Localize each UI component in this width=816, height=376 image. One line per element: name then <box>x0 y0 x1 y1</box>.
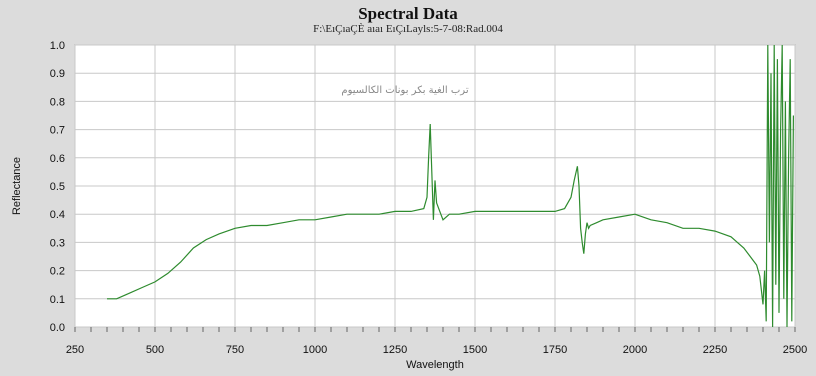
x-tick-label: 1000 <box>303 344 327 356</box>
chart-subtitle: F:\EıÇıaÇÈ aıaı EıÇıLayls:5-7-08:Rad.004 <box>313 23 503 35</box>
x-tick-label: 2500 <box>783 344 807 356</box>
reflectance-series-line <box>107 44 795 328</box>
x-tick-label: 1750 <box>543 344 567 356</box>
y-tick-label: 0.9 <box>50 68 65 80</box>
y-tick-label: 0.0 <box>50 322 65 334</box>
y-tick-label: 0.4 <box>50 209 65 221</box>
y-tick-label: 0.1 <box>50 294 65 306</box>
x-tick-label: 1250 <box>383 344 407 356</box>
y-tick-label: 0.8 <box>50 96 65 108</box>
x-tick-label: 2250 <box>703 344 727 356</box>
y-tick-label: 0.6 <box>50 153 65 165</box>
grid-lines <box>74 44 796 328</box>
y-tick-label: 0.5 <box>50 181 65 193</box>
chart-annotation: ترب الغية بكر بونات الكالسيوم <box>341 85 468 96</box>
y-tick-label: 0.7 <box>50 125 65 137</box>
x-tick-label: 750 <box>226 344 244 356</box>
tick-labels: 250 500 750 1000 1250 1500 1750 2000 2250 2500 0.0… <box>50 40 808 356</box>
x-tick-label: 500 <box>146 344 164 356</box>
x-tick-label: 250 <box>66 344 84 356</box>
x-axis-label: Wavelength <box>406 359 464 371</box>
x-tick-label: 1500 <box>463 344 487 356</box>
y-tick-label: 1.0 <box>50 40 65 52</box>
y-tick-label: 0.2 <box>50 266 65 278</box>
x-tick-label: 2000 <box>623 344 647 356</box>
y-axis-label: Reflectance <box>11 157 23 215</box>
y-tick-label: 0.3 <box>50 237 65 249</box>
chart-title: Spectral Data <box>358 4 458 23</box>
